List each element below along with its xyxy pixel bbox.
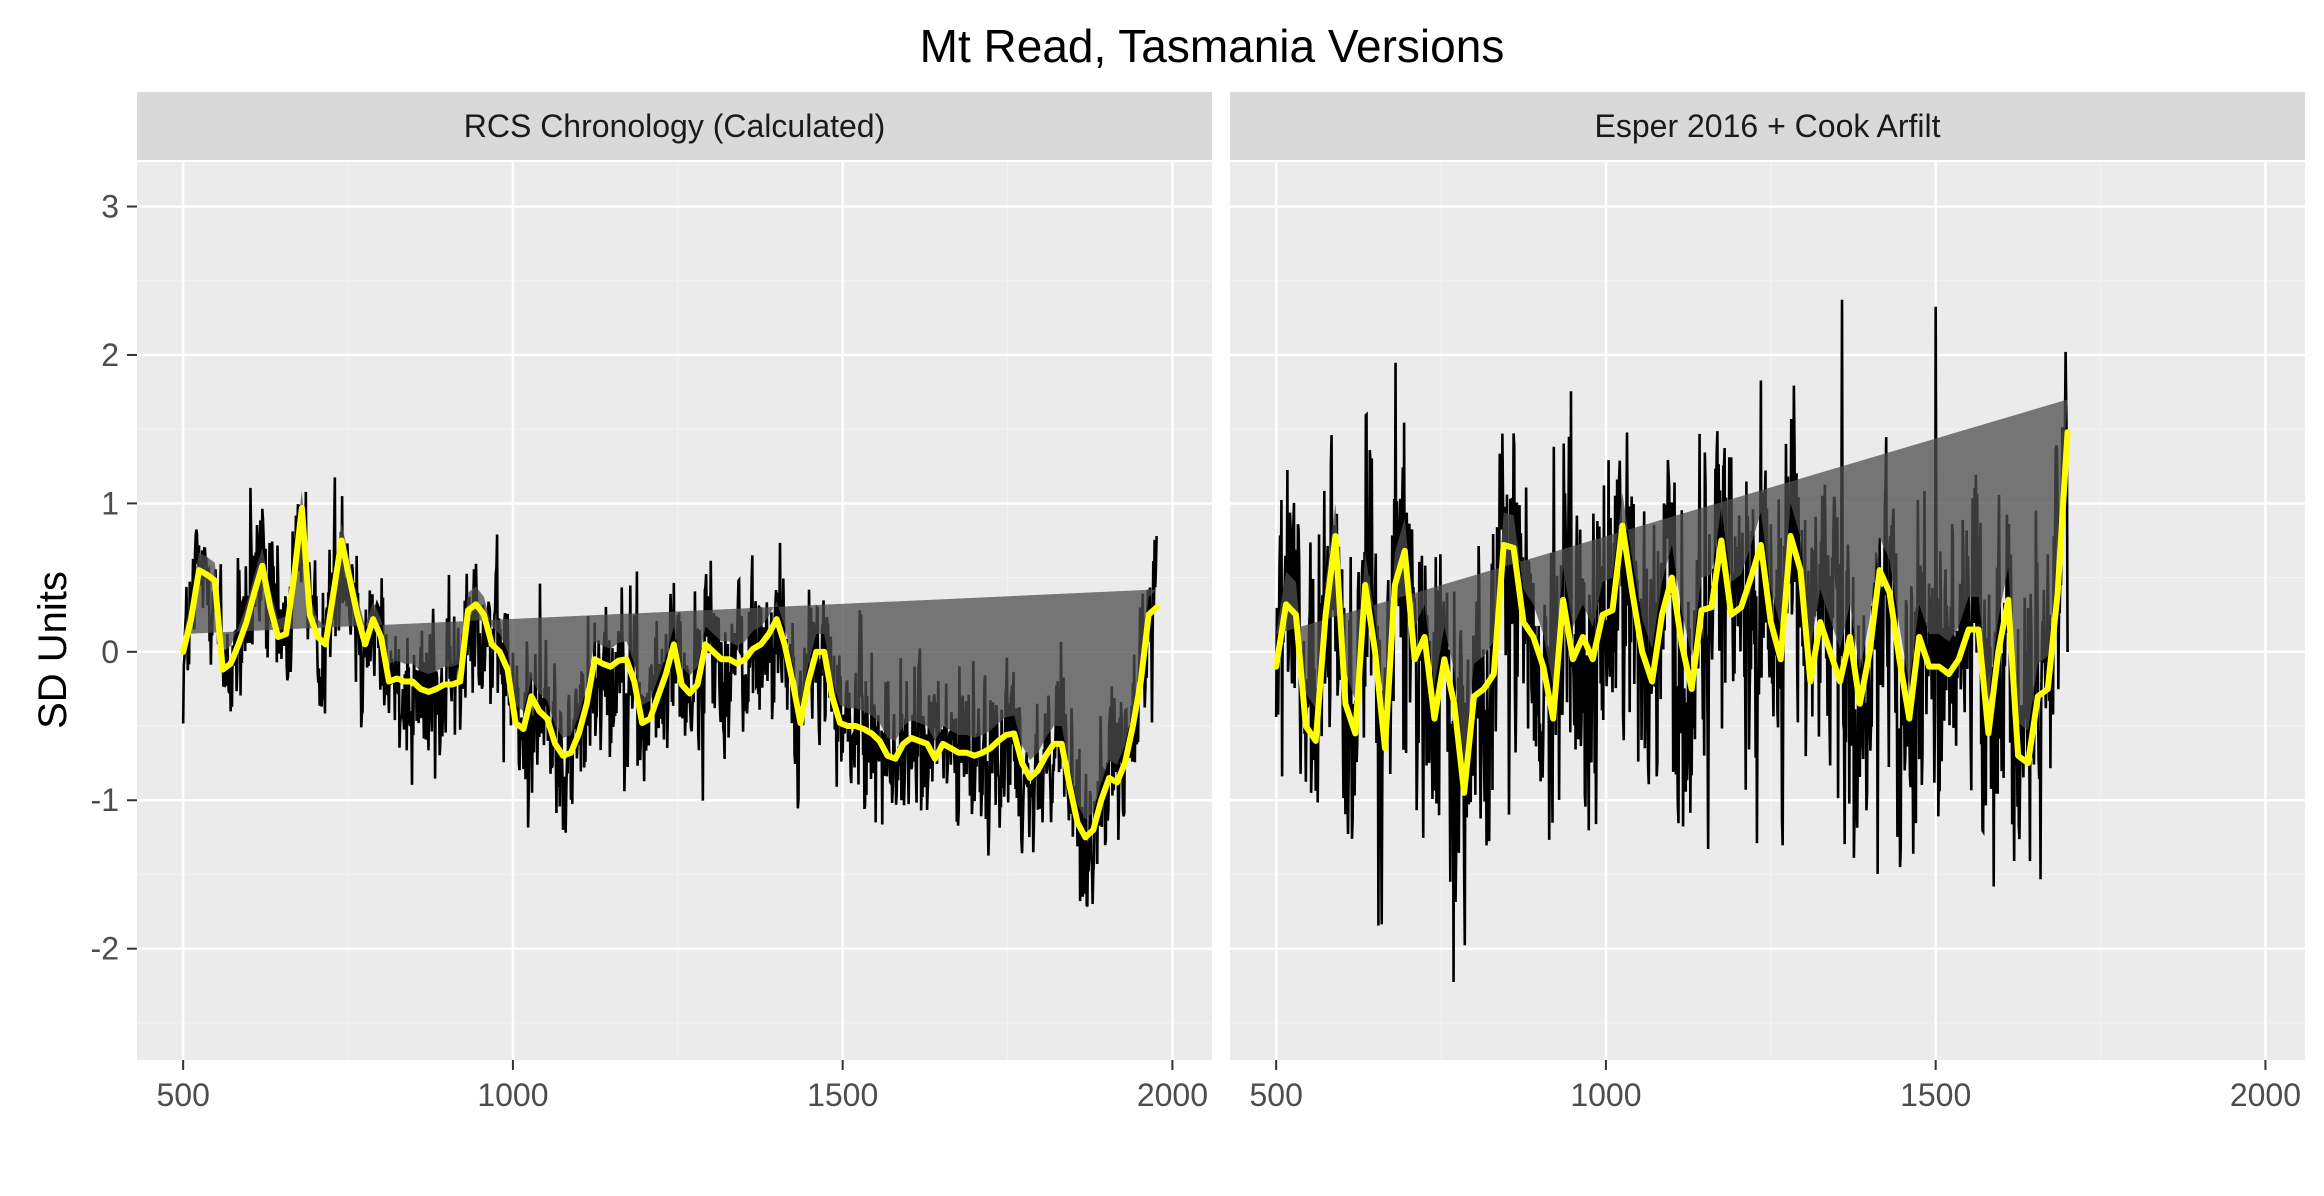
smooth-series-line	[180, 504, 1160, 841]
chart-title: Mt Read, Tasmania Versions	[920, 20, 1505, 72]
x-tick-label: 1500	[1900, 1077, 1971, 1113]
y-tick-label: 0	[101, 634, 119, 670]
x-tick-label: 1000	[477, 1077, 548, 1113]
y-tick-label: 3	[101, 189, 119, 225]
y-axis-title: SD Units	[31, 571, 75, 729]
facet-strip-label: RCS Chronology (Calculated)	[464, 108, 886, 144]
x-tick-label: 500	[1249, 1077, 1302, 1113]
x-tick-label: 2000	[1137, 1077, 1208, 1113]
y-tick-label: -1	[91, 782, 119, 818]
smooth-series-line	[1273, 429, 2071, 796]
facet-panel-esper: Esper 2016 + Cook Arfilt 500 1000 1500 2000	[1230, 92, 2305, 1113]
facet-strip-label: Esper 2016 + Cook Arfilt	[1595, 108, 1941, 144]
smooth-ribbon	[183, 490, 1157, 820]
x-tick-label: 1500	[807, 1077, 878, 1113]
facet-panel-rcs: RCS Chronology (Calculated) 500 1000 1500 20…	[137, 92, 1212, 1113]
facet-strip	[137, 92, 1212, 160]
smooth-ribbon	[1276, 399, 2068, 761]
x-tick-label: 1000	[1570, 1077, 1641, 1113]
x-tick-label: 500	[156, 1077, 209, 1113]
x-tick-label: 2000	[2230, 1077, 2301, 1113]
y-tick-label: 2	[101, 337, 119, 373]
facet-strip	[1230, 92, 2305, 160]
y-tick-label: -2	[91, 931, 119, 967]
y-axis: -2 -1 0 1 2 3	[91, 189, 137, 967]
y-tick-label: 1	[101, 485, 119, 521]
